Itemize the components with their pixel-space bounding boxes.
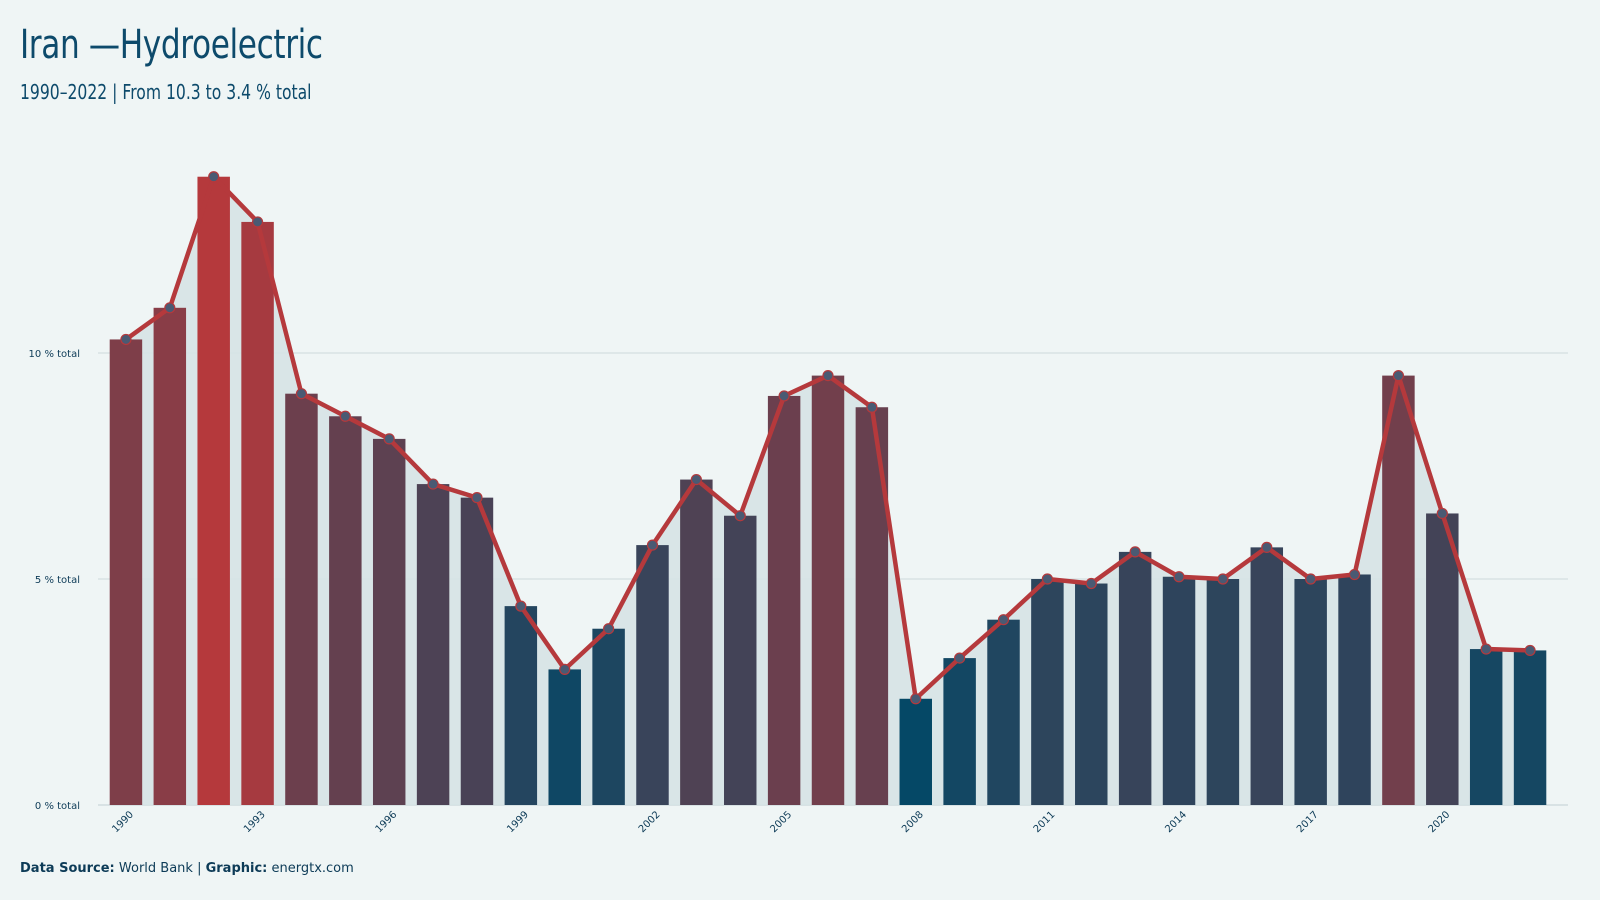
bar-2002 <box>636 545 669 805</box>
bar-2016 <box>1250 547 1284 805</box>
point-2022 <box>1524 644 1536 657</box>
point-1997 <box>427 478 439 490</box>
bar-2001 <box>592 628 625 805</box>
point-2005 <box>778 390 790 402</box>
bar-2003 <box>680 479 713 805</box>
chart-subtitle: 1990–2022 | From 10.3 to 3.4 % total <box>20 80 312 104</box>
data-points <box>120 171 1536 705</box>
bar-2011 <box>1031 579 1064 805</box>
ytick-label-10: 10 % total <box>29 349 80 360</box>
bar-2000 <box>548 669 581 805</box>
bar-2022 <box>1513 650 1547 805</box>
ytick-label-5: 5 % total <box>35 575 80 586</box>
point-2008 <box>910 693 922 705</box>
point-2011 <box>1041 573 1053 585</box>
bar-2005 <box>767 395 801 805</box>
point-2010 <box>997 614 1010 626</box>
bar-1999 <box>504 606 538 805</box>
bar-1995 <box>329 416 362 805</box>
bar-2020 <box>1426 513 1459 805</box>
point-1990 <box>120 333 132 346</box>
bar-2019 <box>1382 375 1415 805</box>
bar-1994 <box>285 393 318 805</box>
point-2001 <box>603 623 615 635</box>
bar-1991 <box>153 307 187 805</box>
point-1998 <box>471 492 483 504</box>
point-2015 <box>1217 573 1229 585</box>
point-2014 <box>1173 571 1185 583</box>
xtick-label-1996: 1996 <box>374 809 400 835</box>
x-axis-ticks: 1990 1993 1996 1999 2002 2005 2008 2011 2014 2017… <box>110 809 1452 835</box>
y-axis-ticks: 0 % total 5 % total 10 % total <box>29 349 80 812</box>
xtick-label-1999: 1999 <box>505 809 531 835</box>
graphic-label: Graphic: <box>205 861 268 876</box>
xtick-label-2005: 2005 <box>768 809 794 835</box>
bar-2015 <box>1206 579 1240 805</box>
point-2003 <box>690 473 702 486</box>
bars <box>109 176 1547 806</box>
point-1996 <box>383 433 395 445</box>
point-2016 <box>1261 541 1273 553</box>
xtick-label-1993: 1993 <box>242 809 268 835</box>
xtick-label-2002: 2002 <box>637 809 663 835</box>
point-1994 <box>295 388 308 400</box>
bar-1997 <box>416 484 450 805</box>
point-2018 <box>1348 568 1361 581</box>
bar-1993 <box>241 221 274 806</box>
bar-2012 <box>1075 583 1108 805</box>
bar-1990 <box>109 339 143 805</box>
point-2017 <box>1305 573 1317 585</box>
source-value: World Bank | <box>114 861 206 876</box>
chart-title: Iran —Hydroelectric <box>20 22 323 68</box>
bar-2021 <box>1469 649 1503 805</box>
xtick-label-1990: 1990 <box>110 809 136 835</box>
point-2019 <box>1392 370 1405 382</box>
point-2013 <box>1129 546 1141 558</box>
xtick-label-2008: 2008 <box>900 809 926 835</box>
point-2004 <box>734 510 746 522</box>
bar-1998 <box>460 497 494 805</box>
point-1992 <box>208 171 220 183</box>
footer-credits: Data Source: World Bank | Graphic: energ… <box>20 861 354 876</box>
point-1993 <box>251 216 264 228</box>
point-1999 <box>515 600 527 612</box>
bar-2010 <box>987 619 1020 805</box>
point-2002 <box>646 539 659 551</box>
point-2020 <box>1436 507 1448 520</box>
source-label: Data Source: <box>20 861 115 876</box>
bar-2009 <box>943 658 976 805</box>
point-1991 <box>164 302 176 314</box>
xtick-label-2020: 2020 <box>1427 809 1453 835</box>
graphic-value: energtx.com <box>267 861 354 876</box>
bar-2008 <box>899 698 932 805</box>
point-1995 <box>339 410 351 422</box>
point-2021 <box>1480 643 1492 655</box>
bar-2014 <box>1162 576 1196 805</box>
bar-1992 <box>197 176 230 806</box>
ytick-label-0: 0 % total <box>35 801 80 812</box>
point-2012 <box>1085 577 1097 590</box>
bar-2006 <box>811 375 845 805</box>
point-2000 <box>559 663 571 676</box>
bar-2018 <box>1338 574 1371 805</box>
xtick-label-2017: 2017 <box>1295 809 1321 835</box>
xtick-label-2014: 2014 <box>1163 809 1189 835</box>
point-2009 <box>954 652 966 664</box>
xtick-label-2011: 2011 <box>1032 809 1058 835</box>
bar-2007 <box>855 407 889 805</box>
point-2007 <box>866 401 878 413</box>
bar-2017 <box>1294 579 1327 805</box>
point-2006 <box>822 370 834 382</box>
bar-1996 <box>372 438 406 805</box>
bar-2013 <box>1118 551 1152 805</box>
bar-2004 <box>724 515 757 805</box>
